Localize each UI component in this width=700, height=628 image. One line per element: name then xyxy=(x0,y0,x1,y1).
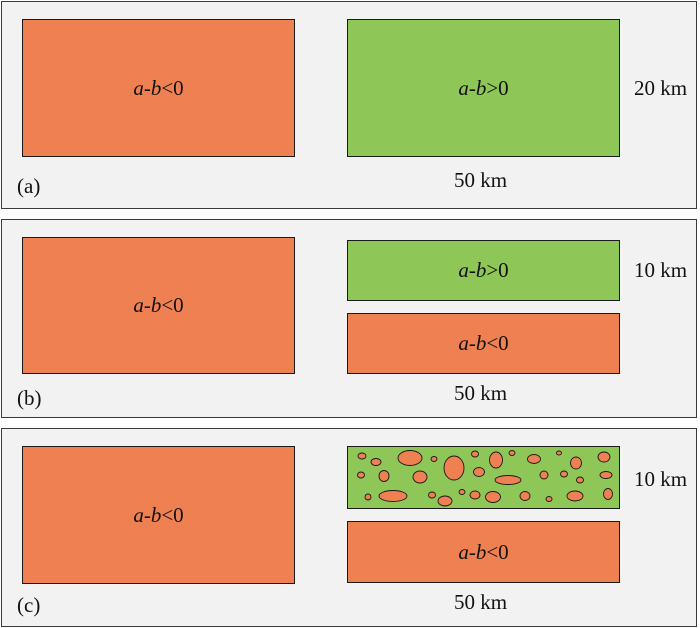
panel-c-left-block: a-b<0 xyxy=(22,446,295,584)
asperity-patch xyxy=(494,475,522,485)
asperity-patch xyxy=(597,451,611,463)
asperity-patch xyxy=(566,490,584,502)
asperity-patch xyxy=(378,470,390,482)
asperity-patch xyxy=(458,489,466,495)
panel-c-thickness: 10 km xyxy=(634,467,688,491)
asperity-patch xyxy=(556,450,562,456)
panel-a-left-block: a-b<0 xyxy=(22,19,295,157)
asperity-patch xyxy=(576,476,584,484)
panel-a-length: 50 km xyxy=(454,168,508,192)
asperity-patch xyxy=(397,450,423,466)
asperity-patch xyxy=(378,490,408,502)
asperity-patch xyxy=(599,471,613,479)
panel-c-letter: (c) xyxy=(17,593,41,617)
panel-b-left-label: a-b<0 xyxy=(133,293,184,317)
asperity-patch xyxy=(539,470,549,480)
asperity-patch xyxy=(357,452,367,460)
asperity-patch xyxy=(370,458,382,466)
asperity-patch xyxy=(364,493,372,501)
panel-c: a-b<0 xyxy=(1,428,697,627)
panel-b-letter: (b) xyxy=(17,386,42,410)
asperity-patch xyxy=(519,491,531,501)
asperity-patch xyxy=(443,455,465,481)
asperity-patch xyxy=(469,490,481,500)
asperity-patch xyxy=(428,491,436,499)
panel-a-right-block: a-b>0 xyxy=(347,19,620,157)
asperity-patch xyxy=(508,450,516,456)
panel-a-right-label: a-b>0 xyxy=(458,75,509,100)
panel-b-thickness: 10 km xyxy=(634,258,688,282)
panel-a-letter: (a) xyxy=(17,174,41,198)
asperity-patch xyxy=(545,496,553,502)
panel-b-right-top-block: a-b>0 xyxy=(347,240,620,301)
asperity-patch xyxy=(412,470,428,484)
panel-a: a-b<0 a-b>0 20 km 50 km (a) xyxy=(1,1,697,209)
panel-c-length: 50 km xyxy=(454,590,508,614)
asperity-patch xyxy=(471,450,479,458)
panel-c-right-bottom-block: a-b<0 xyxy=(347,521,620,583)
panel-b-right-bottom-label: a-b<0 xyxy=(458,331,509,355)
asperity-patch xyxy=(570,456,582,470)
panel-a-left-label: a-b<0 xyxy=(133,75,184,100)
orange-asperity-patches xyxy=(357,450,613,507)
panel-b-right-bottom-block: a-b<0 xyxy=(347,313,620,374)
panel-b: a-b<0 a-b>0 a-b<0 10 km 50 km (b) xyxy=(1,219,697,418)
panel-a-thickness: 20 km xyxy=(634,76,688,100)
panel-c-right-bottom-label: a-b<0 xyxy=(458,539,509,564)
asperity-patch xyxy=(430,456,438,462)
panel-c-heterogeneous-block xyxy=(347,446,620,509)
asperity-patch xyxy=(603,488,613,500)
asperity-patch xyxy=(560,470,568,478)
panel-b-right-top-label: a-b>0 xyxy=(458,258,509,282)
panel-b-left-block: a-b<0 xyxy=(22,237,295,374)
panel-c-left-label: a-b<0 xyxy=(133,502,184,527)
asperity-patch xyxy=(489,451,503,469)
asperity-patch xyxy=(485,491,501,503)
asperity-patch xyxy=(437,495,453,507)
panel-b-length: 50 km xyxy=(454,381,508,405)
asperity-patch xyxy=(357,471,365,479)
asperity-patch xyxy=(527,454,541,464)
asperity-patch xyxy=(473,467,485,477)
